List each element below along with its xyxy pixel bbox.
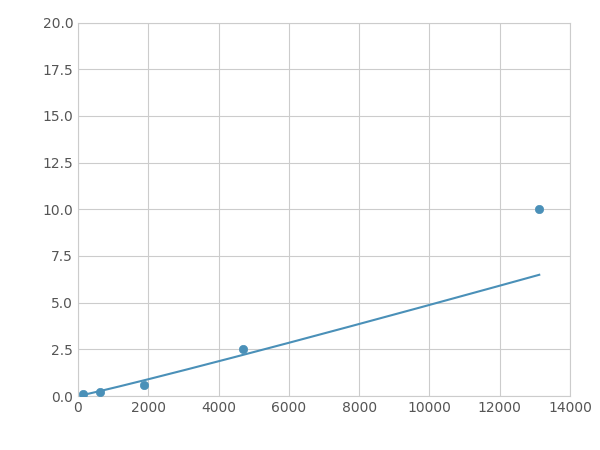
Point [79,391,88,398]
Point [238,346,248,353]
Point [139,381,149,388]
Point [95,389,105,396]
Point [535,206,544,213]
